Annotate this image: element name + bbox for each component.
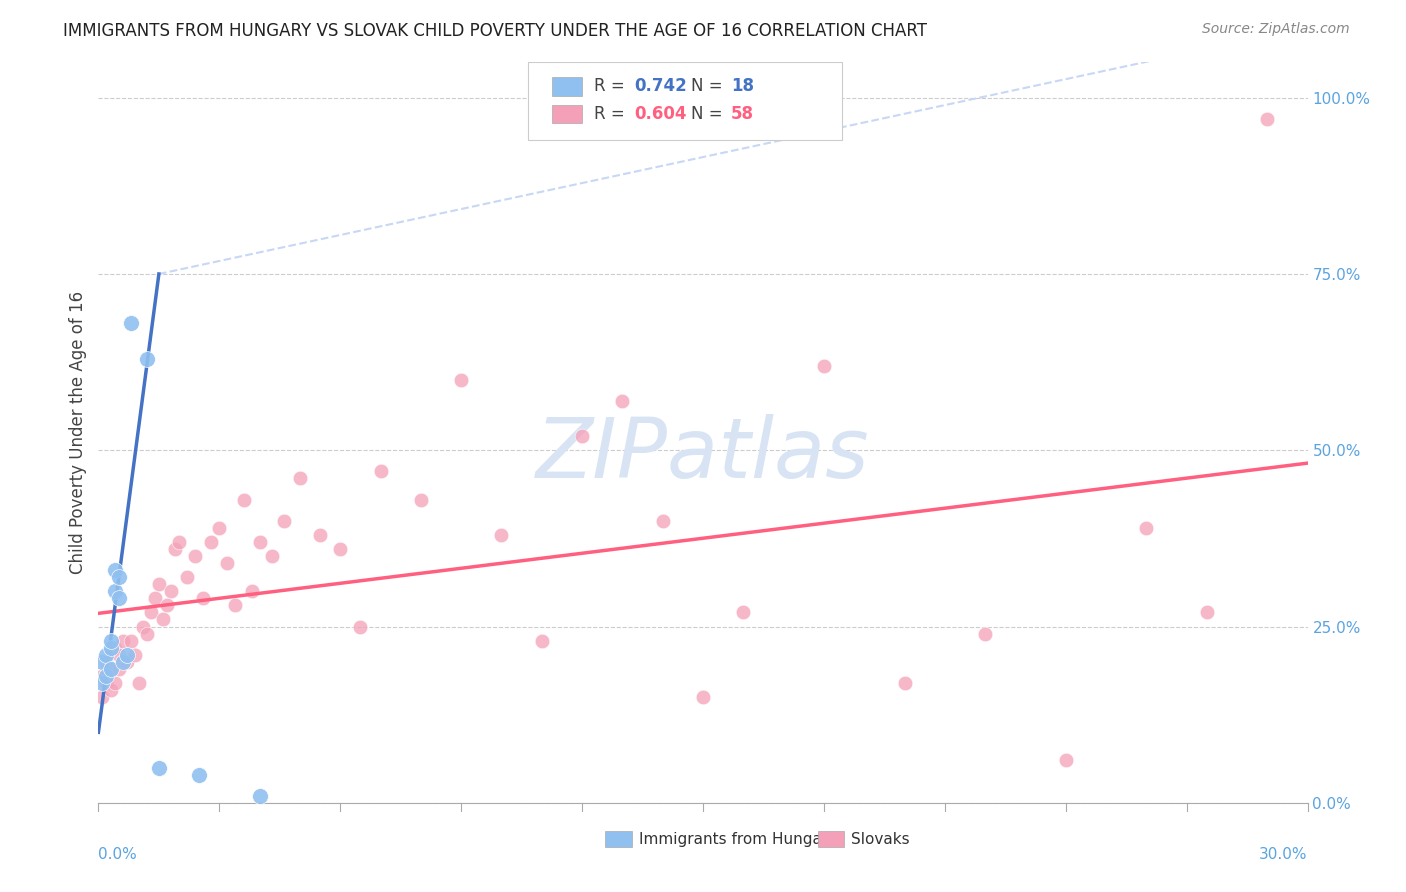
Point — [96, 648, 118, 662]
Text: R =: R = — [595, 105, 624, 123]
Point — [530, 633, 553, 648]
Point — [124, 648, 146, 662]
Point — [167, 535, 190, 549]
Point — [100, 662, 122, 676]
Point — [200, 535, 222, 549]
Point — [91, 669, 114, 683]
Point — [107, 591, 129, 606]
Point — [217, 556, 239, 570]
Point — [132, 619, 155, 633]
Point — [224, 599, 246, 613]
Point — [184, 549, 207, 563]
Point — [135, 626, 157, 640]
Point — [188, 767, 211, 781]
Point — [491, 528, 513, 542]
Point — [309, 528, 332, 542]
Text: N =: N = — [690, 77, 723, 95]
Point — [103, 563, 125, 577]
Text: 58: 58 — [731, 105, 754, 123]
Point — [91, 676, 114, 690]
Text: N =: N = — [690, 105, 723, 123]
Point — [100, 633, 122, 648]
Point — [128, 676, 150, 690]
Text: IMMIGRANTS FROM HUNGARY VS SLOVAK CHILD POVERTY UNDER THE AGE OF 16 CORRELATION : IMMIGRANTS FROM HUNGARY VS SLOVAK CHILD … — [63, 22, 928, 40]
FancyBboxPatch shape — [818, 831, 845, 847]
Point — [260, 549, 283, 563]
Point — [96, 669, 118, 683]
FancyBboxPatch shape — [527, 62, 842, 140]
Point — [1195, 606, 1218, 620]
Point — [733, 606, 755, 620]
Point — [571, 429, 593, 443]
Point — [91, 690, 114, 704]
Point — [208, 521, 231, 535]
Point — [450, 373, 472, 387]
FancyBboxPatch shape — [551, 104, 582, 123]
Point — [115, 648, 138, 662]
Point — [349, 619, 371, 633]
Point — [249, 789, 271, 803]
Point — [135, 351, 157, 366]
Point — [156, 599, 179, 613]
Point — [148, 577, 170, 591]
Point — [91, 655, 114, 669]
Point — [96, 655, 118, 669]
Point — [103, 640, 125, 655]
Text: 18: 18 — [731, 77, 754, 95]
Text: Immigrants from Hungary: Immigrants from Hungary — [638, 831, 837, 847]
Point — [107, 570, 129, 584]
Point — [974, 626, 997, 640]
Point — [152, 612, 174, 626]
Point — [103, 676, 125, 690]
Point — [120, 316, 142, 330]
Point — [143, 591, 166, 606]
Text: R =: R = — [595, 77, 624, 95]
Point — [1256, 112, 1278, 126]
Point — [240, 584, 263, 599]
Point — [893, 676, 915, 690]
Point — [107, 648, 129, 662]
Point — [148, 760, 170, 774]
Point — [120, 633, 142, 648]
Point — [692, 690, 714, 704]
Text: 0.0%: 0.0% — [98, 847, 138, 863]
Text: 0.742: 0.742 — [634, 77, 686, 95]
FancyBboxPatch shape — [605, 831, 631, 847]
Point — [176, 570, 198, 584]
Point — [273, 514, 295, 528]
Point — [193, 591, 215, 606]
Point — [329, 541, 352, 556]
Point — [115, 655, 138, 669]
Point — [249, 535, 271, 549]
Point — [651, 514, 673, 528]
Point — [409, 492, 432, 507]
Point — [111, 655, 134, 669]
Point — [163, 541, 186, 556]
Point — [100, 662, 122, 676]
Point — [139, 606, 162, 620]
Point — [612, 393, 634, 408]
Text: ZIPatlas: ZIPatlas — [536, 414, 870, 495]
Point — [813, 359, 835, 373]
Text: 30.0%: 30.0% — [1260, 847, 1308, 863]
Point — [96, 676, 118, 690]
Point — [288, 471, 311, 485]
Point — [1054, 754, 1077, 768]
Point — [111, 633, 134, 648]
Point — [103, 584, 125, 599]
Point — [160, 584, 183, 599]
Point — [370, 464, 392, 478]
Text: 0.604: 0.604 — [634, 105, 686, 123]
Point — [107, 662, 129, 676]
Text: Source: ZipAtlas.com: Source: ZipAtlas.com — [1202, 22, 1350, 37]
Point — [100, 640, 122, 655]
Point — [1135, 521, 1157, 535]
Y-axis label: Child Poverty Under the Age of 16: Child Poverty Under the Age of 16 — [69, 291, 87, 574]
FancyBboxPatch shape — [551, 78, 582, 95]
Text: Slovaks: Slovaks — [851, 831, 910, 847]
Point — [100, 683, 122, 698]
Point — [232, 492, 254, 507]
